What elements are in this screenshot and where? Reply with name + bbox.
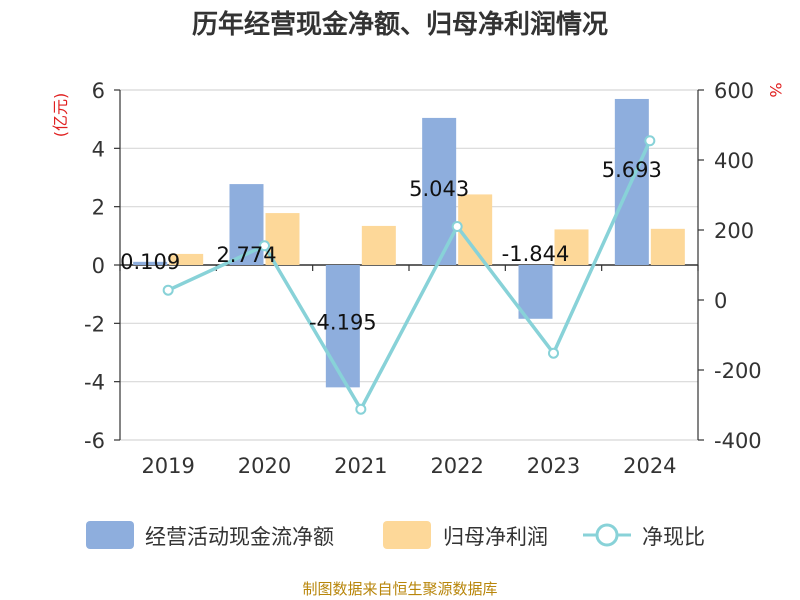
- tick-labels: 6 4 2 0 -2 -4 -6 600 400 200 0 -200 -400 2019 2020 2021…: [84, 79, 762, 478]
- x-tick-label: 2019: [141, 454, 194, 478]
- x-tick-label: 2024: [623, 454, 676, 478]
- right-tick-label: -200: [714, 359, 762, 383]
- ratio-marker: [451, 221, 463, 232]
- legend-swatch-cashflow: [86, 521, 134, 549]
- legend: 经营活动现金流净额 归母净利润 净现比: [86, 521, 705, 549]
- x-tick-label: 2021: [334, 454, 387, 478]
- right-axis-unit: %: [766, 82, 785, 97]
- bar-cashflow: [518, 265, 553, 319]
- data-label-cashflow: 2.774: [216, 243, 276, 267]
- legend-label-profit: 归母净利润: [443, 525, 548, 549]
- data-label-cashflow: 5.693: [602, 158, 662, 182]
- bar-cashflow: [133, 261, 168, 265]
- source-note: 制图数据来自恒生聚源数据库: [302, 580, 497, 598]
- ratio-marker: [259, 240, 270, 252]
- axes: [114, 89, 704, 441]
- ratio-line: [167, 140, 652, 413]
- data-labels: 0.109 2.774 -4.195 5.043 -1.844 5.693: [120, 158, 662, 334]
- data-label-cashflow: 5.043: [409, 177, 469, 201]
- bar-cashflow: [229, 184, 264, 265]
- bar-profit: [554, 229, 589, 265]
- x-tick-label: 2020: [238, 454, 291, 478]
- ratio-marker: [548, 347, 559, 359]
- legend-label-ratio: 净现比: [642, 525, 705, 549]
- left-tick-label: -4: [84, 371, 105, 395]
- bar-profit: [169, 253, 204, 265]
- bar-profit: [650, 228, 685, 265]
- legend-swatch-profit: [383, 521, 431, 549]
- left-tick-label: 0: [92, 254, 105, 278]
- left-tick-label: 6: [92, 79, 105, 103]
- data-label-cashflow: -1.844: [502, 242, 570, 266]
- line-series: [162, 135, 656, 415]
- ratio-marker: [644, 135, 656, 147]
- bar-profit: [361, 225, 396, 265]
- x-tick-label: 2023: [527, 454, 580, 478]
- left-tick-label: -6: [84, 429, 105, 453]
- right-tick-label: 200: [714, 219, 754, 243]
- bar-profit: [458, 194, 493, 265]
- ratio-marker: [355, 403, 367, 415]
- data-label-cashflow: -4.195: [309, 310, 377, 334]
- chart-title: 历年经营现金净额、归母净利润情况: [192, 9, 608, 40]
- x-tick-label: 2022: [430, 454, 483, 478]
- right-tick-label: 600: [714, 79, 754, 103]
- left-tick-label: 4: [92, 137, 105, 161]
- left-axis-unit: (亿元): [51, 93, 70, 138]
- right-tick-label: 400: [714, 149, 754, 173]
- right-tick-label: 0: [714, 289, 727, 313]
- bar-cashflow: [325, 265, 360, 388]
- left-tick-label: -2: [84, 312, 105, 336]
- legend-label-cashflow: 经营活动现金流净额: [145, 525, 334, 549]
- legend-swatch-ratio-marker: [595, 523, 619, 547]
- ratio-marker: [162, 284, 174, 296]
- right-tick-label: -400: [714, 429, 762, 453]
- data-label-cashflow: 0.109: [120, 250, 180, 274]
- left-tick-label: 2: [92, 196, 105, 220]
